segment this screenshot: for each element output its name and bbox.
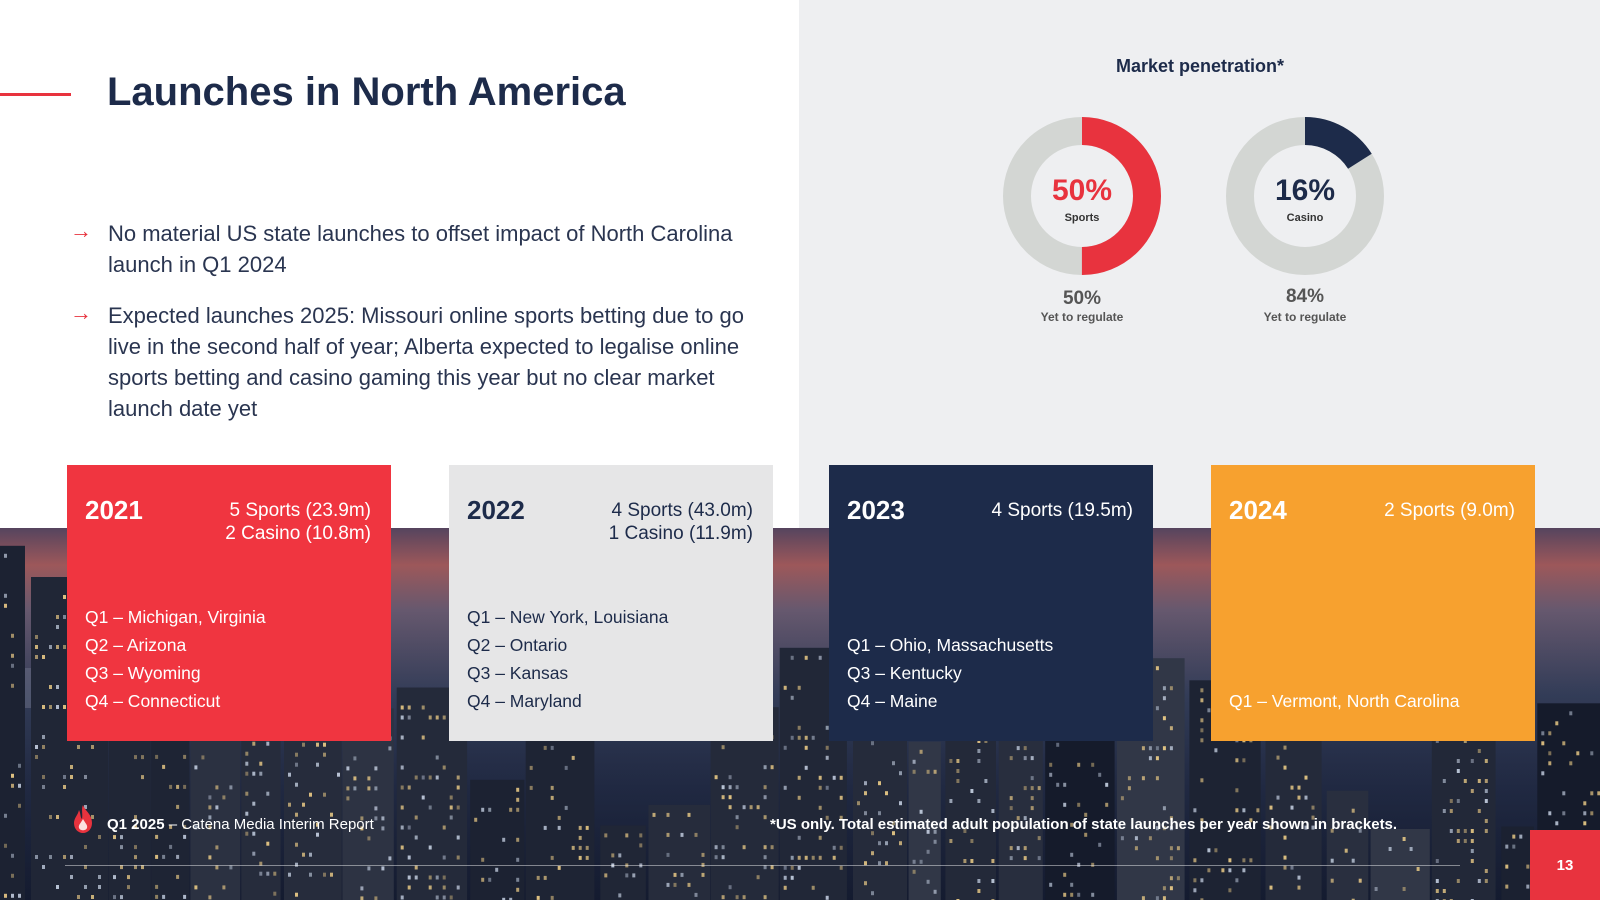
casino-donut-segment	[1226, 117, 1384, 275]
card-summary: 4 Sports (43.0m) 1 Casino (11.9m)	[609, 499, 753, 545]
card-summary-line: 2 Casino (10.8m)	[225, 523, 371, 544]
market-panel-background	[799, 0, 1600, 530]
year-card-2024: 2024 2 Sports (9.0m) Q1 – Vermont, North…	[1211, 465, 1535, 741]
sports-label: Sports	[1064, 212, 1100, 224]
card-summary-line: 4 Sports (43.0m)	[611, 500, 754, 521]
sports-percentage: 50%	[1051, 174, 1113, 207]
card-year: 2024	[1229, 495, 1287, 525]
card-launch-list: Q1 – New York, Louisiana Q2 – Ontario Q3…	[467, 603, 668, 715]
year-card-2021: 2021 5 Sports (23.9m) 2 Casino (10.8m) Q…	[67, 465, 391, 741]
casino-label: Casino	[1286, 212, 1324, 224]
card-summary-line: 4 Sports (19.5m)	[991, 500, 1134, 521]
flame-logo-icon	[74, 805, 92, 833]
launch-item: Q4 – Maine	[847, 691, 938, 711]
title-accent-line	[0, 93, 71, 96]
market-penetration-title: Market penetration*	[1115, 56, 1285, 76]
casino-percentage: 16%	[1274, 174, 1336, 207]
sports-yet-to-regulate-label: Yet to regulate	[1040, 310, 1124, 324]
year-card-2022: 2022 4 Sports (43.0m) 1 Casino (11.9m) Q…	[449, 465, 773, 741]
launch-item: Q3 – Kansas	[467, 663, 569, 683]
bullet-item: → No material US state launches to offse…	[70, 218, 750, 288]
launch-item: Q1 – Michigan, Virginia	[85, 607, 266, 627]
card-year: 2023	[847, 495, 905, 525]
launch-item: Q2 – Ontario	[467, 635, 568, 655]
launch-item: Q1 – Ohio, Massachusetts	[847, 635, 1054, 655]
bullet-item: → Expected launches 2025: Missouri onlin…	[70, 300, 750, 430]
launch-item: Q4 – Maryland	[467, 691, 582, 711]
launch-item: Q2 – Arizona	[85, 635, 187, 655]
casino-yet-to-regulate-label: Yet to regulate	[1263, 310, 1347, 324]
arrow-right-icon: →	[70, 218, 92, 243]
launch-item: Q3 – Kentucky	[847, 663, 962, 683]
page-number: 13	[1556, 857, 1574, 874]
card-summary: 2 Sports (9.0m)	[1384, 499, 1515, 522]
casino-donut-chart	[1226, 117, 1384, 275]
bullet-text: Expected launches 2025: Missouri online …	[108, 303, 744, 421]
footer-divider	[65, 865, 1460, 866]
launch-item: Q4 – Connecticut	[85, 691, 221, 711]
bullet-text: No material US state launches to offset …	[108, 221, 733, 277]
card-year: 2021	[85, 495, 143, 525]
sports-donut-segment	[1003, 117, 1161, 275]
footnote: *US only. Total estimated adult populati…	[770, 816, 1398, 833]
card-summary-line: 5 Sports (23.9m)	[229, 500, 372, 521]
sports-donut-chart	[1003, 117, 1161, 275]
launch-item: Q1 – Vermont, North Carolina	[1229, 691, 1460, 711]
card-launch-list: Q1 – Michigan, Virginia Q2 – Arizona Q3 …	[85, 603, 266, 715]
page-number-badge	[1530, 830, 1600, 900]
casino-yet-to-regulate-percentage: 84%	[1285, 286, 1325, 307]
footer-report-period: Q1 2025	[107, 816, 165, 833]
arrow-right-icon: →	[70, 300, 92, 325]
card-year: 2022	[467, 495, 525, 525]
launch-item: Q1 – New York, Louisiana	[467, 607, 669, 627]
footer-report-title: Q1 2025 – Catena Media Interim Report	[107, 816, 374, 833]
card-summary-line: 1 Casino (11.9m)	[608, 523, 753, 544]
card-summary: 4 Sports (19.5m)	[992, 499, 1134, 522]
year-card-2023: 2023 4 Sports (19.5m) Q1 – Ohio, Massach…	[829, 465, 1153, 741]
card-summary-line: 2 Sports (9.0m)	[1384, 500, 1515, 521]
card-summary: 5 Sports (23.9m) 2 Casino (10.8m)	[225, 499, 371, 545]
page-title: Launches in North America	[107, 70, 626, 114]
card-launch-list: Q1 – Vermont, North Carolina	[1229, 687, 1460, 715]
card-launch-list: Q1 – Ohio, Massachusetts Q3 – Kentucky Q…	[847, 631, 1053, 715]
sports-yet-to-regulate-percentage: 50%	[1062, 288, 1102, 309]
launch-item: Q3 – Wyoming	[85, 663, 201, 683]
footer-report-name: – Catena Media Interim Report	[164, 816, 374, 833]
